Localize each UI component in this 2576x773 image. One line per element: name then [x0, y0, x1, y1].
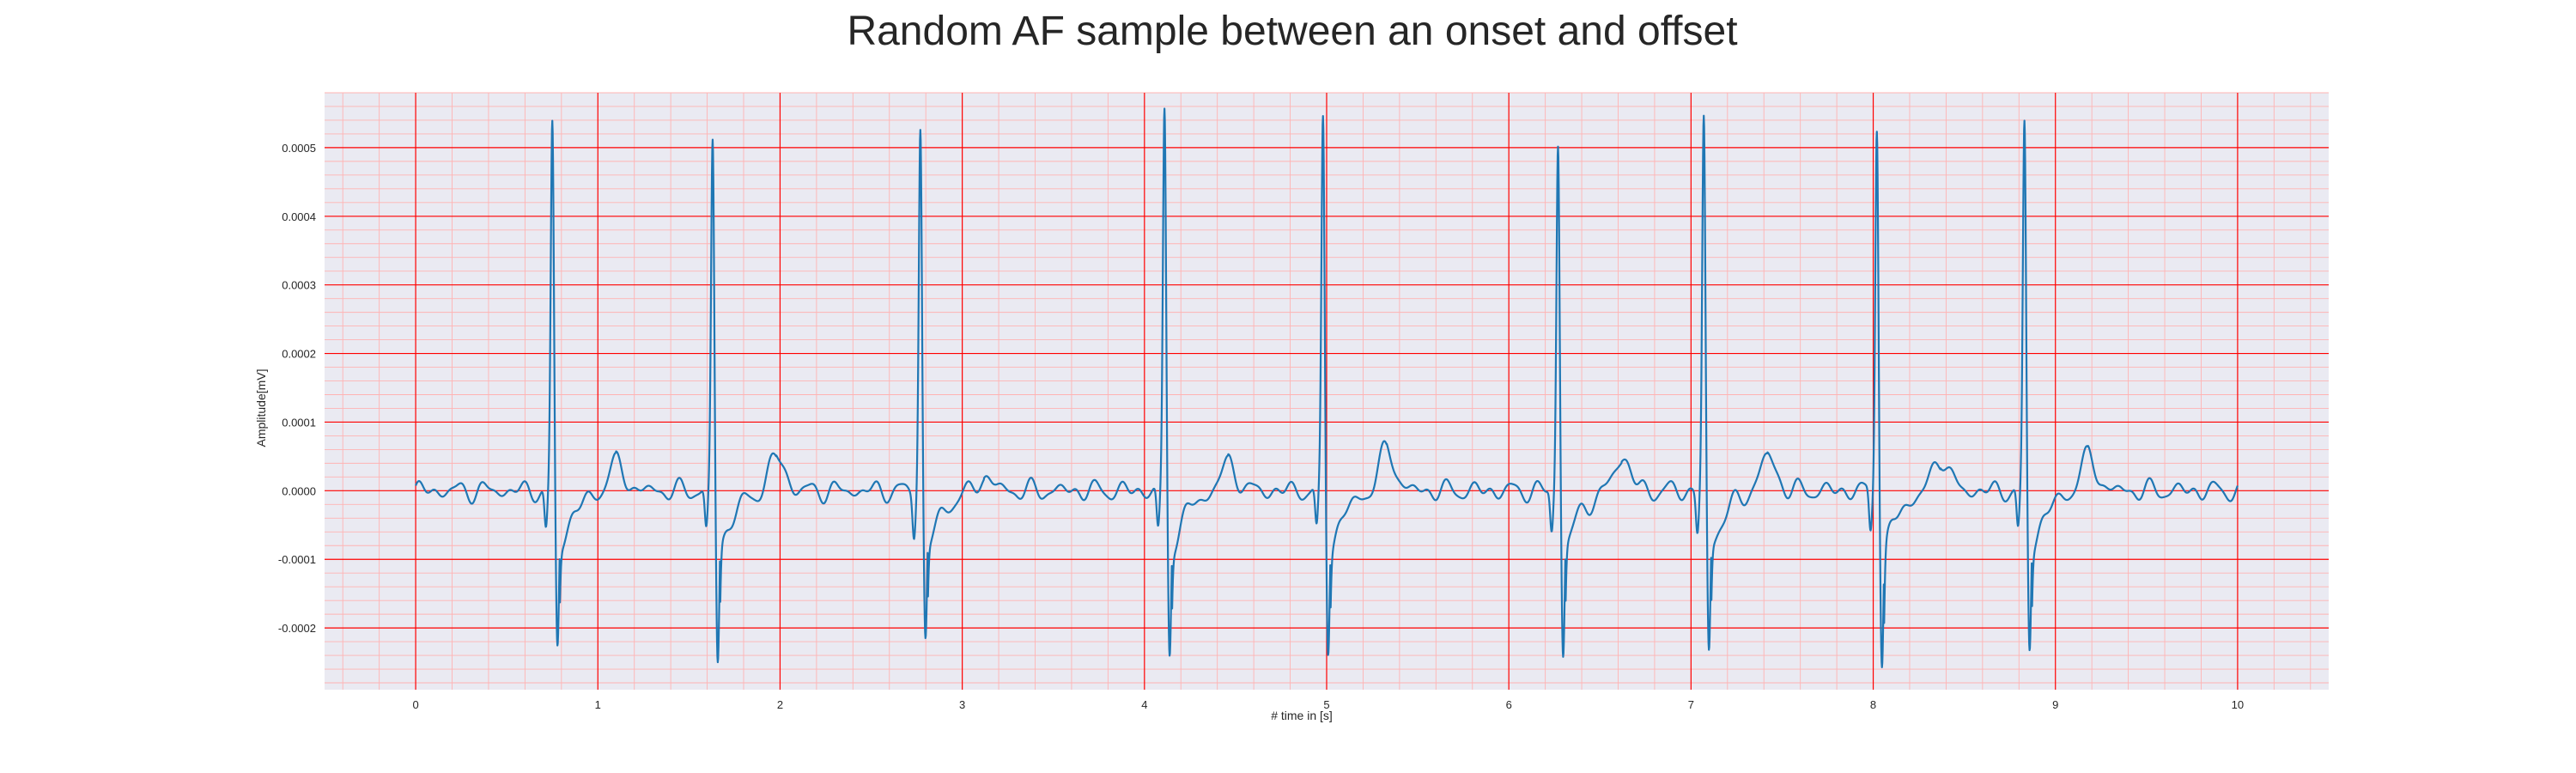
x-tick-label: 8 [1870, 698, 1876, 711]
y-tick-label: 0.0005 [282, 142, 316, 155]
y-tick-label: 0.0000 [282, 484, 316, 497]
y-tick-label: 0.0004 [282, 210, 316, 223]
x-tick-label: 9 [2052, 698, 2058, 711]
x-tick-label: 7 [1688, 698, 1694, 711]
x-tick-label: 3 [959, 698, 965, 711]
x-tick-label: 1 [595, 698, 601, 711]
y-tick-label: -0.0001 [278, 553, 316, 566]
y-tick-label: 0.0002 [282, 348, 316, 361]
y-tick-label: -0.0002 [278, 622, 316, 635]
x-tick-label: 5 [1323, 698, 1329, 711]
x-tick-label: 10 [2232, 698, 2244, 711]
x-axis-label: # time in [s] [1271, 709, 1333, 722]
x-tick-label: 4 [1141, 698, 1147, 711]
chart-title: Random AF sample between an onset and of… [847, 9, 1737, 54]
y-tick-label: 0.0003 [282, 279, 316, 292]
y-axis-label: Amplitude[mV] [254, 368, 268, 447]
x-tick-label: 2 [777, 698, 783, 711]
ecg-signal-line [415, 107, 2239, 668]
major-grid [325, 93, 2329, 690]
x-tick-label: 0 [412, 698, 418, 711]
x-axis-ticks: 0 1 2 3 4 5 6 7 8 9 10 [412, 698, 2244, 711]
y-axis-ticks: -0.0002 -0.0001 0.0000 0.0001 0.0002 0.0003 0.… [278, 142, 316, 635]
y-tick-label: 0.0001 [282, 416, 316, 429]
x-tick-label: 6 [1506, 698, 1512, 711]
